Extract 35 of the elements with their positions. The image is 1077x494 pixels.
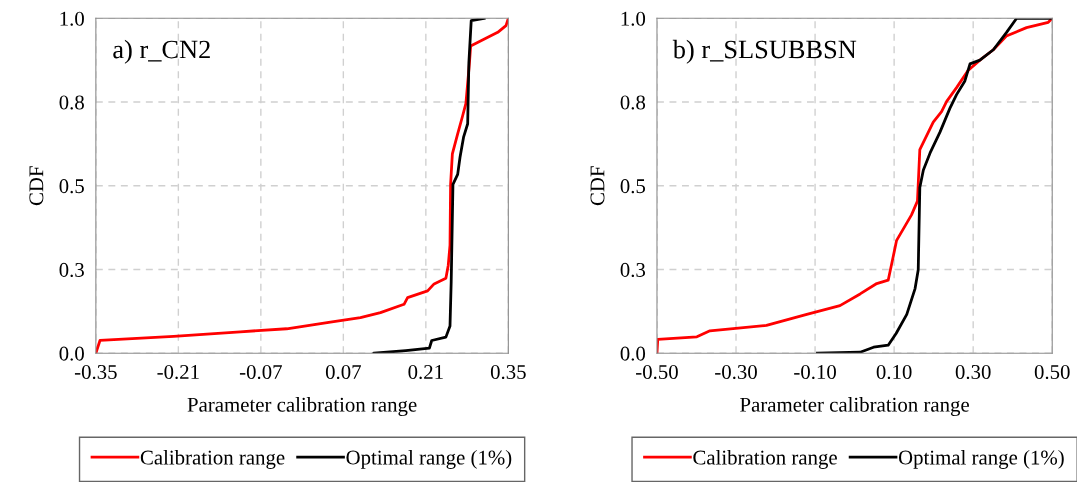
y-tick-label: 0.5 — [59, 179, 84, 194]
y-tick-label: 0.8 — [59, 95, 84, 110]
y-axis-title: CDF — [29, 166, 44, 206]
legend-label: Optimal range (1%) — [346, 449, 512, 469]
line-series — [372, 18, 486, 354]
y-tick-label: 0.8 — [620, 95, 646, 110]
y-tick-label: 1.0 — [621, 11, 646, 26]
annotation: b) r_SLSUBBSN — [672, 39, 857, 64]
x-axis-title: Parameter calibration range — [740, 397, 969, 417]
y-tick-label: 0.0 — [59, 346, 84, 361]
x-tick-label: -0.21 — [157, 364, 199, 380]
x-tick-label: -0.07 — [239, 364, 282, 380]
x-tick-label: -0.35 — [74, 364, 117, 380]
y-axis-title: CDF — [590, 166, 605, 206]
x-tick-label: 0.07 — [325, 364, 361, 380]
y-tick-label: 1.0 — [60, 11, 84, 26]
x-tick-label: -0.50 — [636, 364, 678, 380]
x-tick-label: 0.35 — [490, 364, 526, 380]
legend-label: Calibration range — [693, 449, 837, 469]
legend-label: Optimal range (1%) — [898, 449, 1064, 469]
y-tick-label: 0.3 — [620, 262, 646, 277]
x-tick-label: 0.30 — [955, 364, 991, 380]
x-tick-label: -0.10 — [794, 364, 836, 380]
annotation: a) r_CN2 — [113, 39, 210, 64]
x-axis-title: Parameter calibration range — [187, 397, 417, 417]
x-tick-label: -0.30 — [715, 364, 757, 380]
line-series — [656, 18, 1053, 354]
x-tick-label: 0.21 — [408, 364, 443, 380]
legend-label: Calibration range — [140, 449, 285, 469]
x-tick-label: 0.50 — [1034, 364, 1070, 380]
y-tick-label: 0.3 — [59, 262, 84, 277]
y-tick-label: 0.0 — [620, 346, 646, 361]
line-series — [95, 18, 509, 354]
y-tick-label: 0.5 — [620, 179, 646, 194]
x-tick-label: 0.10 — [876, 364, 912, 380]
